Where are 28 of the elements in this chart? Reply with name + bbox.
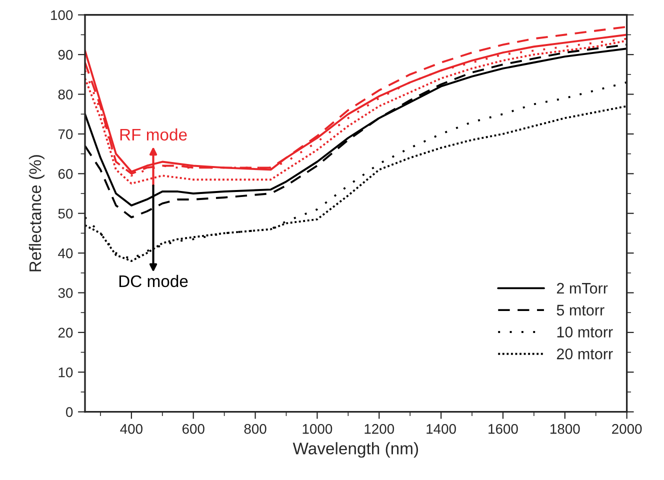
x-axis-title: Wavelength (nm) [292,442,418,458]
x-tick-label: 400 [120,424,142,434]
legend-label: 2 mTorr [556,282,608,294]
x-tick-label: 2000 [612,424,642,434]
x-tick-label: 1200 [364,424,394,434]
annotation: RF mode [120,128,187,141]
y-tick-label: 60 [58,169,73,179]
y-tick-label: 0 [66,407,73,418]
x-tick-label: 600 [182,424,204,434]
y-axis-title: Reflectance (%) [28,155,44,272]
y-tick-label: 90 [58,50,73,60]
y-tick-label: 40 [58,248,73,258]
x-tick-label: 1400 [426,424,456,434]
y-tick-label: 100 [51,10,73,20]
y-tick-label: 80 [58,90,73,100]
x-tick-label: 1800 [550,424,580,434]
annotation: DC mode [119,274,188,288]
legend-label: 20 mtorr [556,348,613,360]
y-tick-label: 10 [58,367,73,378]
x-tick-label: 1600 [488,424,518,434]
y-tick-label: 70 [58,129,73,140]
y-tick-label: 20 [58,328,73,338]
legend-label: 10 mtorr [557,326,613,338]
y-tick-label: 30 [58,288,73,298]
x-tick-label: 800 [244,424,266,434]
x-tick-label: 1000 [302,424,332,434]
y-tick-label: 50 [58,208,73,219]
legend-label: 5 mtorr [556,304,604,316]
